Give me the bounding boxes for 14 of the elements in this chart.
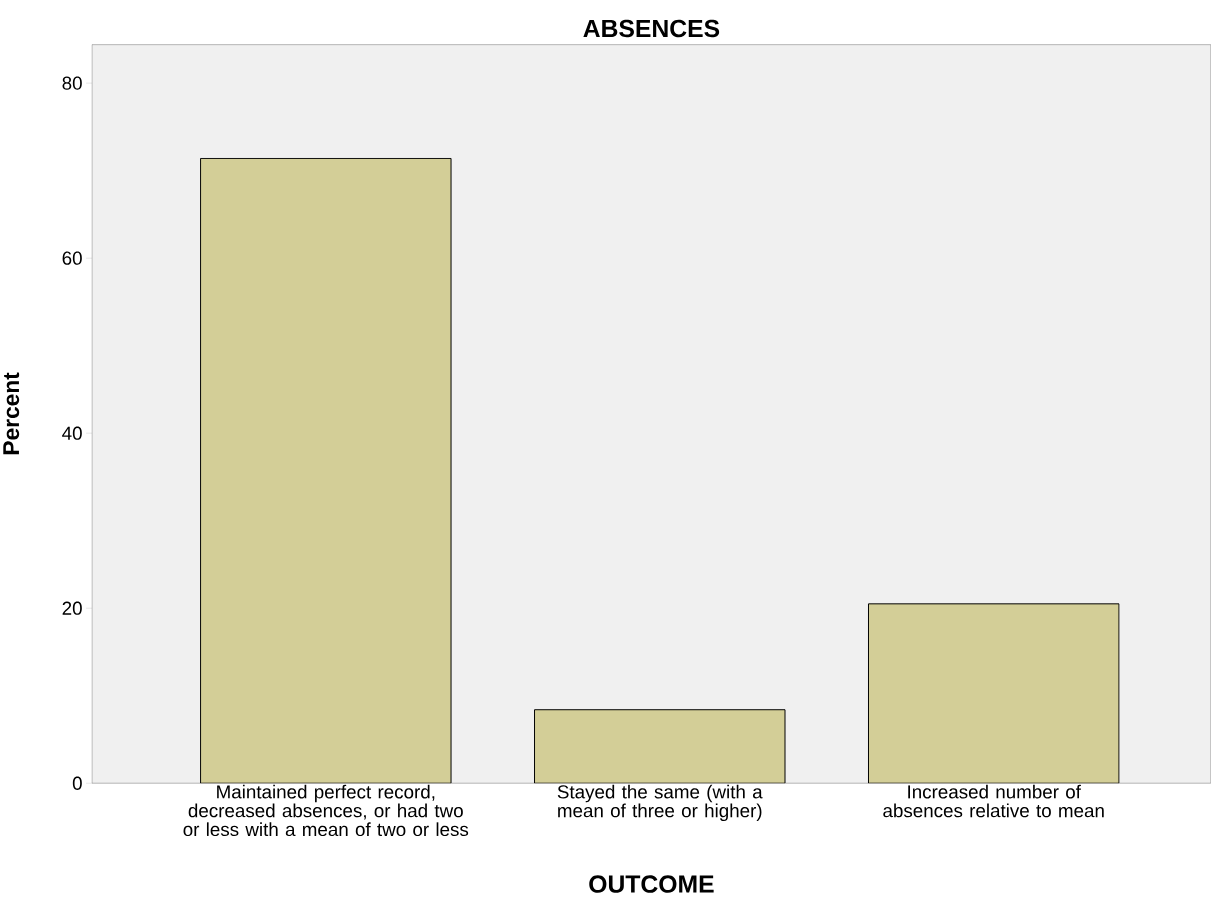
y-axis-title: Percent	[3, 372, 20, 454]
y-tick-label: 20	[62, 601, 82, 615]
bar	[534, 709, 786, 784]
x-tick-label: Increased number of absences relative to mean	[883, 784, 1104, 818]
y-tick-label: 80	[62, 76, 82, 90]
bar	[868, 603, 1120, 784]
x-tick-label: Maintained perfect record, decreased absences, or had two or less with a mean of two or less	[183, 784, 469, 836]
y-tick-label: 0	[72, 776, 82, 790]
bar	[200, 158, 452, 784]
y-tick-label: 60	[62, 251, 82, 265]
x-tick-label: Stayed the same (with a mean of three or higher)	[557, 784, 763, 821]
y-tick-label: 40	[62, 426, 82, 440]
chart-title: ABSENCES	[583, 19, 720, 38]
x-axis-title: OUTCOME	[589, 875, 714, 893]
